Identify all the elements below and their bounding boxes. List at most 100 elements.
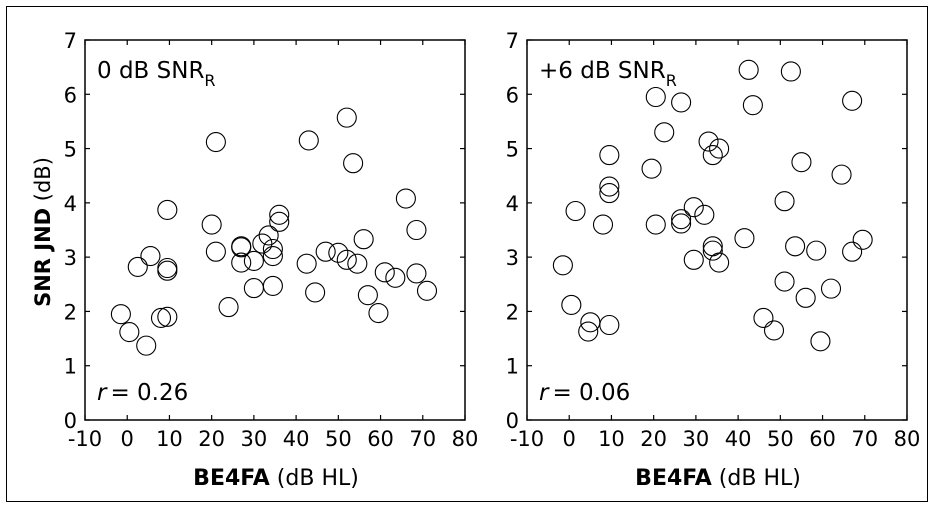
figure-border [6,6,928,502]
y-axis-label-bold: SNR JND [31,208,55,307]
x-tick-label: 20 [640,427,667,451]
data-point [231,237,252,258]
data-point [110,304,131,325]
data-point [357,285,378,306]
data-point [820,278,842,299]
y-tick-label: 7 [64,29,77,53]
y-tick-label: 7 [506,29,519,53]
x-tick-label: 0 [121,427,134,451]
x-tick-label: 70 [851,427,878,451]
data-point [353,229,374,250]
data-point [831,164,852,185]
y-tick-label: 6 [64,83,77,107]
data-point [561,294,582,315]
panel-label-sub-right: R [666,71,677,90]
data-point [140,246,161,267]
x-tick-label: 40 [725,427,752,451]
data-point [218,297,239,318]
data-point [702,145,723,166]
data-point [709,252,730,273]
x-ticks-left: -10 0 10 20 30 40 50 60 70 80 [68,40,478,451]
data-point [671,209,692,230]
panel-label-left: 0 dB SNRR [97,58,216,90]
correlation-right: r = 0.06 [539,380,630,406]
data-point [565,200,586,222]
data-point [336,107,357,128]
y-tick-label: 1 [64,355,77,379]
data-point [641,158,662,179]
data-point [416,280,438,301]
data-point [698,131,719,152]
y-ticks-right: 0 1 2 3 4 5 6 7 [506,29,907,433]
x-tick-label: 20 [198,427,225,451]
data-point [592,214,614,235]
data-point [810,331,831,352]
x-tick-label: -10 [68,427,102,451]
data-point [702,240,723,261]
y-tick-label: 4 [64,192,77,216]
x-axis-label-right: BE4FA (dB HL) [635,466,801,491]
data-point [709,138,730,159]
y-axis-label: SNR JND (dB) [31,157,55,307]
data-point [262,246,283,267]
data-point [734,228,755,249]
y-tick-label: 6 [506,83,519,107]
data-point [201,214,222,235]
data-point [315,241,336,262]
data-point [296,253,317,274]
data-point [806,240,827,261]
data-point [780,61,801,82]
data-point [385,267,406,288]
x-tick-label: 70 [409,427,436,451]
data-point [578,321,599,342]
data-point [157,260,178,281]
points-left [110,107,438,356]
data-point [654,122,675,143]
data-point [671,213,692,234]
data-point [119,322,140,343]
data-point [645,214,666,235]
data-point [205,132,226,153]
x-tick-label: 50 [767,427,794,451]
data-point [127,256,148,277]
y-ticks-left: 0 1 2 3 4 5 6 7 [64,29,465,433]
x-tick-label: 40 [283,427,310,451]
x-tick-label: 80 [894,427,921,451]
data-point [150,307,172,328]
data-point [231,252,252,273]
data-point [305,282,326,303]
data-point [269,211,290,232]
data-point [243,278,264,299]
data-point [406,263,427,284]
data-point [785,236,806,257]
data-point [298,130,319,151]
data-point [774,271,795,292]
data-point [336,249,357,270]
x-tick-label: 30 [241,427,268,451]
x-tick-label: 50 [325,427,352,451]
data-point [374,262,395,283]
y-tick-label: 0 [64,409,77,433]
data-point [343,153,364,174]
data-point [599,145,620,166]
data-point [368,303,389,324]
data-point [328,242,349,263]
data-point [252,233,273,254]
y-tick-label: 3 [506,246,519,270]
points-right [552,59,873,352]
x-tick-label: -10 [510,427,544,451]
panel-label-right: +6 dB SNRR [539,58,677,90]
data-point [795,287,816,308]
plot-frame-left [84,39,466,421]
x-ticks-right: -10 0 10 20 30 40 50 60 70 80 [510,40,921,451]
data-point [683,197,704,218]
data-point [738,59,759,80]
data-point [671,92,692,113]
data-point [842,90,863,111]
data-point [205,241,226,262]
x-axis-label-left: BE4FA (dB HL) [193,466,359,491]
data-point [763,320,785,341]
